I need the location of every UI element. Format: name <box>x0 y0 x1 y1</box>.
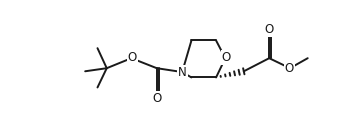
Text: O: O <box>127 51 137 64</box>
Text: O: O <box>222 51 231 64</box>
Text: O: O <box>264 23 274 36</box>
Text: O: O <box>285 62 294 75</box>
Text: O: O <box>152 92 161 105</box>
Text: N: N <box>178 66 187 79</box>
